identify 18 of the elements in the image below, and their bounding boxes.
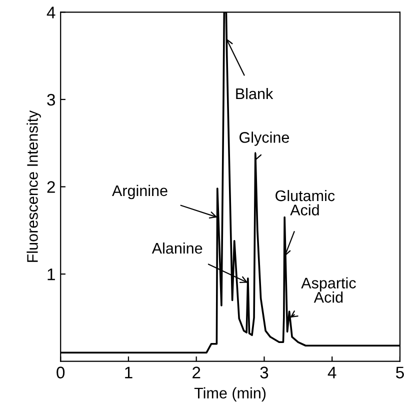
annotation: Aspartic Acid [301, 277, 356, 303]
annotation: Arginine [112, 184, 168, 200]
annotation: Glutamic Acid [276, 190, 335, 216]
y-axis-title: Fluorescence Intensity [26, 110, 41, 262]
annotation: Alanine [152, 242, 202, 254]
x-tick-label: 1 [125, 366, 132, 378]
annotation: Glycine [240, 132, 290, 146]
y-tick-label: 2 [47, 181, 55, 193]
x-tick-label: 0 [56, 366, 65, 378]
x-tick-label: 4 [328, 366, 336, 378]
y-tick-label: 3 [47, 94, 56, 106]
x-tick-label: 3 [260, 366, 268, 378]
x-tick-label: 5 [396, 366, 404, 378]
y-tick-label: 4 [46, 6, 56, 18]
annotation: Blank [236, 88, 274, 100]
x-tick-label: 2 [192, 366, 200, 378]
y-tick-label: 1 [48, 268, 55, 280]
x-axis-title: Time (min) [194, 387, 266, 402]
